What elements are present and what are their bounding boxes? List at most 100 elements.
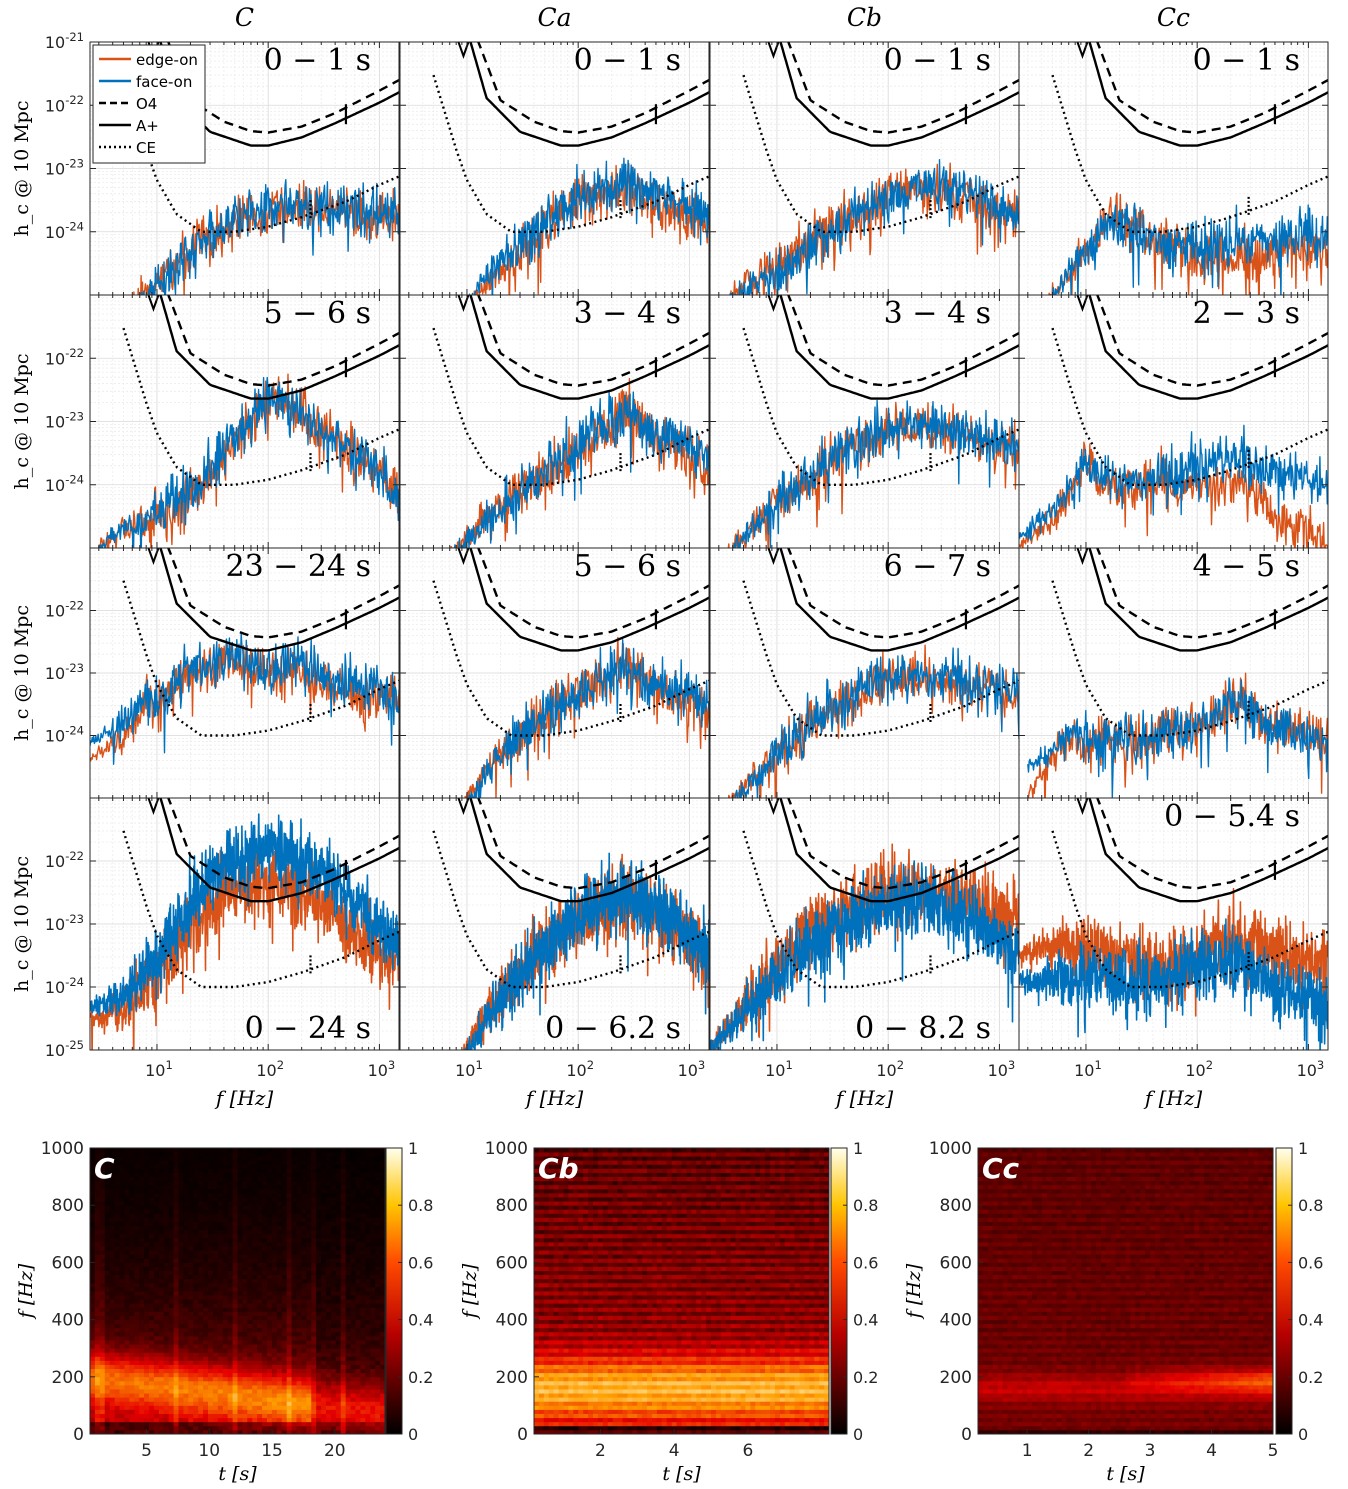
spectrogram-cell [99, 1156, 106, 1161]
spectrogram-cell [139, 1405, 145, 1410]
legend-label-face-on: face-on [136, 73, 192, 91]
spectrogram-cell [217, 1429, 224, 1435]
spectrogram-cell [153, 1254, 160, 1259]
spectrogram-cell [188, 1274, 194, 1280]
spectrogram-cell [149, 1299, 155, 1304]
spectrogram-cell [271, 1168, 278, 1173]
spectrogram-cell [193, 1401, 199, 1406]
spectrogram-cell [217, 1286, 224, 1292]
spectrogram-cell [242, 1331, 248, 1337]
spectrogram-cell [173, 1246, 179, 1251]
spectrogram-cell [242, 1413, 248, 1419]
spectrogram-cell [262, 1335, 268, 1341]
curve-o4 [167, 295, 399, 387]
spectrogram-cell [237, 1327, 243, 1333]
spectrogram-cell [149, 1209, 155, 1214]
spectrogram-cell [139, 1246, 145, 1251]
spectrogram-cell [198, 1225, 204, 1231]
x-axis-label: f [Hz] [1143, 1086, 1203, 1110]
spectrogram-cell [208, 1421, 214, 1427]
spectrogram-cell [153, 1180, 160, 1186]
spectrogram-cell [124, 1429, 130, 1435]
spectrogram-cell [144, 1217, 150, 1222]
spectrogram-cell [188, 1417, 194, 1423]
spectrogram-cell [173, 1266, 179, 1271]
spectrogram-cell [252, 1360, 258, 1365]
spectrogram-cell [247, 1323, 253, 1329]
spectrogram-cell [232, 1164, 238, 1169]
spectrogram-cell [212, 1409, 219, 1414]
spectrogram-cell [158, 1270, 165, 1276]
spectrogram-cell [188, 1250, 194, 1255]
spectrogram-cell [104, 1331, 111, 1337]
spectrogram-cell [267, 1335, 273, 1341]
spectrogram-cell [158, 1323, 165, 1329]
spectrogram-cell [237, 1221, 243, 1227]
spectrogram-cell [188, 1156, 194, 1161]
spectrogram-cell [153, 1295, 160, 1300]
spectrogram-cell [237, 1356, 243, 1361]
spectrogram-cell [158, 1184, 165, 1190]
spectrogram-cell [252, 1340, 258, 1345]
spectrogram-cell [173, 1282, 179, 1288]
spectrogram-cell [262, 1286, 268, 1292]
spectrogram-cell [139, 1156, 145, 1161]
spectrogram-cell [242, 1213, 248, 1218]
spectrogram-cell [217, 1250, 224, 1255]
spectrogram-cell [198, 1229, 204, 1235]
spectrogram-cell [109, 1299, 115, 1304]
spectrogram-cell [149, 1172, 155, 1177]
spectrogram-cell [104, 1164, 111, 1169]
spectrogram-cell [267, 1372, 273, 1378]
spectrogram-cell [178, 1148, 184, 1153]
spectrogram-cell [144, 1254, 150, 1259]
spectrogram-cell [217, 1176, 224, 1182]
spectrogram-cell [208, 1250, 214, 1255]
spectrogram-cell [267, 1405, 273, 1410]
spectrogram-cell [267, 1389, 273, 1394]
spectrogram-cell [158, 1405, 165, 1410]
spectrogram-cell [232, 1213, 238, 1218]
spectrogram-cell [178, 1221, 184, 1227]
spectrogram-cell [178, 1274, 184, 1280]
spectrogram-cell [178, 1409, 184, 1414]
spectrogram-cell [232, 1148, 238, 1153]
x-tick-label: 102 [1185, 1058, 1213, 1080]
spectrogram-cell [237, 1274, 243, 1280]
spectrogram-cell [139, 1168, 145, 1173]
spectrogram-cell [153, 1393, 160, 1398]
spectrogram-cell [163, 1344, 170, 1349]
spectrogram-cell [129, 1352, 135, 1357]
spectrogram-cell [134, 1237, 140, 1243]
spectrogram-cell [208, 1164, 214, 1169]
spectrogram-cell [257, 1327, 263, 1333]
curve-a-plus [159, 548, 399, 652]
spectrogram-cell [104, 1405, 111, 1410]
spectrogram-cell [237, 1295, 243, 1300]
spectrogram-cell [94, 1323, 101, 1329]
spectrogram-cell [124, 1368, 130, 1374]
spectrogram-cell [119, 1233, 125, 1239]
spectrogram-cell [168, 1364, 174, 1370]
spectrogram-cell [168, 1360, 174, 1365]
spectrogram-cell [212, 1413, 219, 1419]
spectrogram-cell [237, 1299, 243, 1304]
spectrogram-cell [208, 1217, 214, 1222]
spectrogram-cell [188, 1397, 194, 1402]
spectrogram-cell [232, 1274, 238, 1280]
spectrogram-cell [203, 1417, 209, 1423]
spectrogram-cell [232, 1429, 238, 1435]
spectrogram-cell [153, 1319, 160, 1325]
spectrogram-cell [222, 1229, 229, 1235]
spectrogram-cell [158, 1258, 165, 1263]
series-face-on [90, 813, 399, 1017]
spectrogram-cell [183, 1213, 189, 1218]
spectrogram-cell [139, 1380, 145, 1386]
spectrogram-cell [198, 1311, 204, 1316]
spectrogram-cell [149, 1180, 155, 1186]
spectrogram-cell [227, 1315, 233, 1320]
spectrogram-cell [139, 1258, 145, 1263]
spectrogram-cell [149, 1282, 155, 1288]
spectrogram-cell [149, 1262, 155, 1267]
